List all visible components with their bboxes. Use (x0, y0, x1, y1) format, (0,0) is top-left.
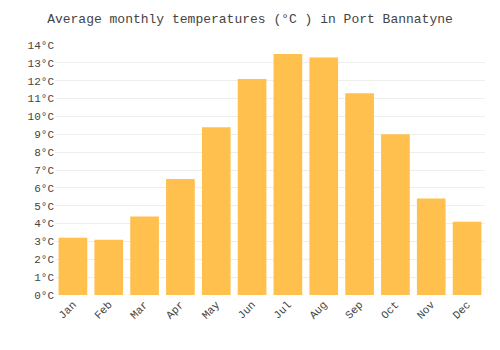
svg-text:Jan: Jan (56, 299, 78, 321)
svg-text:14°C: 14°C (28, 40, 55, 52)
svg-text:Nov: Nov (415, 299, 438, 322)
svg-text:11°C: 11°C (28, 93, 55, 105)
svg-text:Oct: Oct (379, 299, 401, 321)
svg-text:10°C: 10°C (28, 111, 55, 123)
svg-text:8°C: 8°C (34, 147, 54, 159)
svg-text:Average monthly temperatures (: Average monthly temperatures (°C ) in Po… (47, 12, 453, 27)
svg-text:Apr: Apr (164, 299, 186, 321)
svg-text:Mar: Mar (128, 299, 150, 321)
svg-text:7°C: 7°C (34, 165, 54, 177)
svg-text:1°C: 1°C (34, 272, 54, 284)
svg-text:Dec: Dec (451, 299, 473, 321)
svg-text:4°C: 4°C (34, 218, 54, 230)
svg-text:5°C: 5°C (34, 201, 54, 213)
svg-text:2°C: 2°C (34, 254, 54, 266)
svg-text:0°C: 0°C (34, 290, 54, 302)
svg-text:Jun: Jun (236, 299, 258, 321)
svg-text:13°C: 13°C (28, 58, 55, 70)
svg-text:Aug: Aug (307, 299, 329, 321)
svg-text:9°C: 9°C (34, 129, 54, 141)
svg-text:May: May (200, 299, 223, 322)
svg-text:Feb: Feb (92, 299, 114, 321)
svg-text:6°C: 6°C (34, 183, 54, 195)
svg-text:12°C: 12°C (28, 76, 55, 88)
svg-text:Jul: Jul (271, 299, 293, 321)
svg-text:3°C: 3°C (34, 236, 54, 248)
svg-text:Sep: Sep (343, 299, 365, 321)
